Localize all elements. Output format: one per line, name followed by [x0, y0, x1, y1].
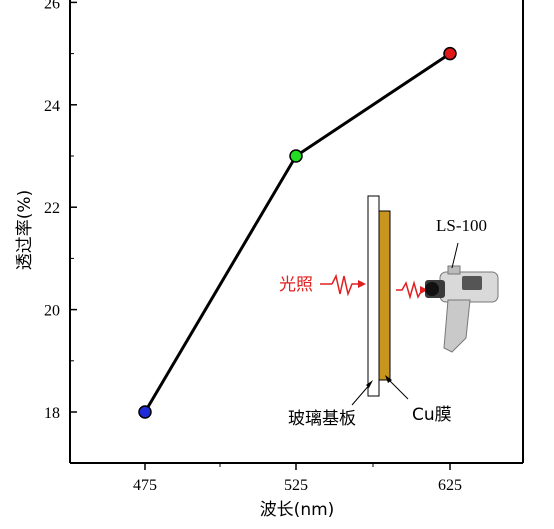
series-line	[143, 52, 451, 413]
x-tick-label: 475	[133, 477, 157, 494]
data-point	[443, 46, 457, 61]
y-tick-label: 18	[44, 405, 60, 422]
inset-illustration: 光照 LS-100 玻璃基板 Cu膜	[279, 195, 499, 429]
glass-substrate	[367, 195, 380, 397]
y-tick-label: 20	[44, 303, 60, 320]
light-label: 光照	[279, 275, 313, 295]
data-point	[289, 149, 303, 163]
meter-pointer	[451, 242, 459, 269]
y-tick-label: 22	[44, 200, 60, 217]
y-tick-label: 24	[44, 98, 60, 115]
x-axis-label: 波长(nm)	[260, 500, 335, 520]
substrate-label: 玻璃基板	[288, 409, 356, 429]
cu-film	[378, 210, 391, 381]
x-tick-label: 625	[438, 477, 462, 494]
meter-label: LS-100	[436, 216, 487, 235]
film-pointer	[386, 377, 409, 400]
light-wave-out	[396, 280, 428, 300]
y-axis-label: 透过率(%)	[15, 190, 35, 270]
y-tick-label: 26	[44, 0, 60, 12]
film-label: Cu膜	[412, 405, 452, 425]
luminance-meter-icon	[425, 265, 499, 353]
light-wave-in	[320, 273, 366, 297]
x-tick-label: 525	[284, 477, 308, 494]
data-point	[138, 405, 152, 419]
